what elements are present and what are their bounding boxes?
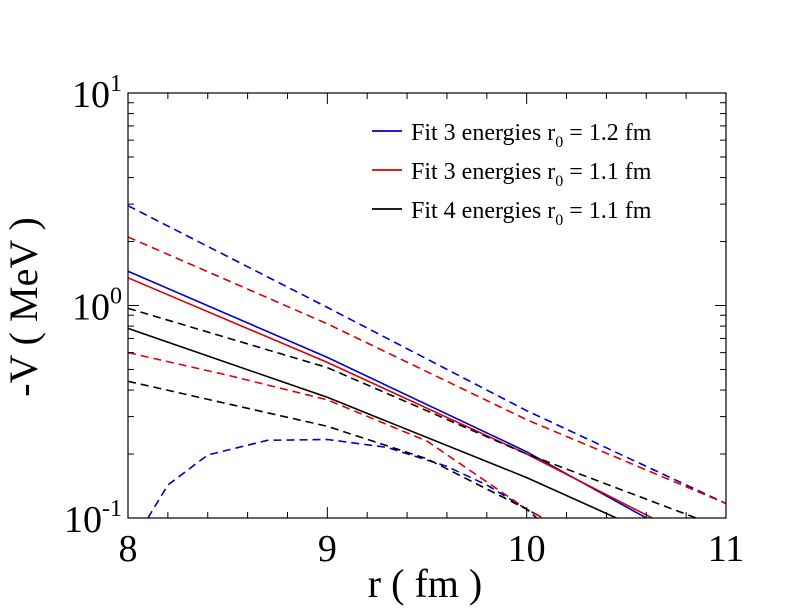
series-line-3 <box>147 438 545 518</box>
legend-label-2: Fit 3 energies r0 = 1.1 fm <box>411 159 652 190</box>
series-line-2 <box>128 204 726 505</box>
y-tick-label: 10-1 <box>64 496 122 541</box>
series-line-8 <box>128 307 697 518</box>
legend-label-1: Fit 3 energies r0 = 1.2 fm <box>411 120 652 151</box>
y-tick-label: 100 <box>72 284 122 329</box>
axes-layer: 8 9 10 11 10-1 100 101 <box>64 71 744 570</box>
x-axis-label: r ( fm ) <box>368 561 482 606</box>
legend-label-3: Fit 4 energies r0 = 1.1 fm <box>411 198 652 229</box>
series-line-6 <box>128 351 545 518</box>
x-tick-label: 8 <box>119 528 138 570</box>
series-line-5 <box>128 236 726 505</box>
x-tick-label: 9 <box>318 528 337 570</box>
y-tick-label: 101 <box>72 71 122 116</box>
series-line-7 <box>128 327 617 518</box>
series-layer <box>128 204 726 518</box>
y-axis-label: -V ( MeV ) <box>1 217 46 397</box>
x-tick-label: 10 <box>508 528 546 570</box>
series-line-4 <box>128 277 653 518</box>
legend: Fit 3 energies r0 = 1.2 fm Fit 3 energies… <box>372 120 652 229</box>
series-line-9 <box>128 380 538 518</box>
x-tick-label: 11 <box>708 528 745 570</box>
